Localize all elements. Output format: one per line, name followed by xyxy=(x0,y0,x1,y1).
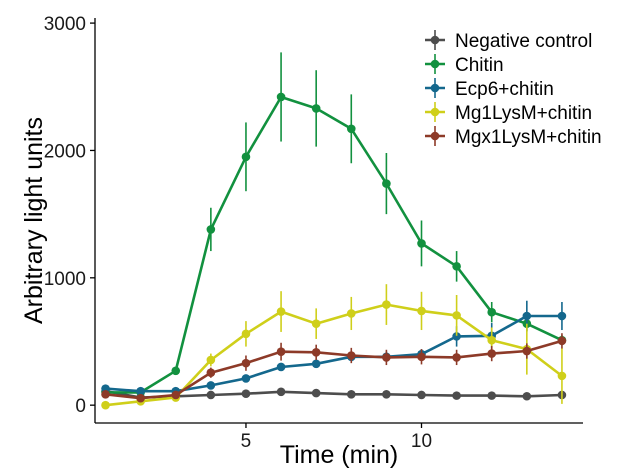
data-point xyxy=(276,307,286,316)
data-point xyxy=(311,104,321,113)
y-tick-label: 1000 xyxy=(44,269,86,290)
data-point xyxy=(382,300,391,309)
data-point xyxy=(557,311,567,321)
data-point xyxy=(452,353,461,362)
data-point xyxy=(346,124,356,134)
data-point xyxy=(382,390,391,399)
data-point xyxy=(206,355,216,365)
data-point xyxy=(276,387,286,397)
data-point xyxy=(101,390,110,399)
legend-marker xyxy=(430,107,440,117)
data-point xyxy=(206,390,216,400)
legend-marker xyxy=(430,59,440,69)
y-tick-label: 2000 xyxy=(44,141,86,162)
legend-marker xyxy=(430,35,440,45)
data-point xyxy=(522,346,532,356)
data-point xyxy=(311,359,321,369)
legend-label: Chitin xyxy=(455,55,504,76)
data-point xyxy=(241,389,251,399)
data-point xyxy=(382,353,391,362)
data-point xyxy=(206,368,216,377)
data-point xyxy=(311,348,321,357)
data-point xyxy=(487,349,497,358)
legend: Negative control Chitin Ecp6+chitin Mg1LysM… xyxy=(425,30,602,148)
legend-item-ecp6-chitin: Ecp6+chitin xyxy=(425,78,554,100)
series-line xyxy=(105,389,562,399)
data-point xyxy=(487,307,497,317)
data-point xyxy=(452,391,461,400)
legend-item-negative-control: Negative control xyxy=(425,30,592,52)
data-point xyxy=(417,306,426,316)
data-point xyxy=(311,319,321,328)
data-point xyxy=(346,351,356,360)
plot-area xyxy=(101,52,567,410)
data-point xyxy=(171,390,181,400)
data-point xyxy=(171,366,181,376)
data-point xyxy=(206,381,216,390)
data-point xyxy=(417,390,426,400)
data-point xyxy=(276,347,286,356)
series-line xyxy=(105,95,563,394)
x-tick-label: 10 xyxy=(411,431,432,452)
legend-label: Ecp6+chitin xyxy=(455,79,554,100)
data-point xyxy=(452,332,461,341)
data-point xyxy=(241,329,251,339)
legend-label: Mg1LysM+chitin xyxy=(455,103,592,124)
y-tick-label: 3000 xyxy=(44,14,86,35)
legend-marker xyxy=(430,83,440,93)
legend-marker xyxy=(430,131,440,141)
data-point xyxy=(241,358,251,368)
data-point xyxy=(522,311,532,321)
legend-item-mgx1lysm-chitin: Mgx1LysM+chitin xyxy=(425,126,602,148)
data-point xyxy=(417,239,426,248)
data-point xyxy=(241,152,251,162)
legend-item-mg1lysm-chitin: Mg1LysM+chitin xyxy=(425,102,592,124)
data-point xyxy=(136,393,145,403)
data-point xyxy=(557,336,567,346)
data-point xyxy=(417,352,426,362)
series-mgx1lysm-chitin xyxy=(101,333,567,403)
data-point xyxy=(206,225,216,234)
data-point xyxy=(452,311,461,320)
data-point xyxy=(382,179,391,188)
data-point xyxy=(276,92,286,102)
data-point xyxy=(487,335,497,345)
data-point xyxy=(276,362,286,372)
x-tick-label: 5 xyxy=(241,431,252,452)
data-point xyxy=(346,390,356,399)
series-line xyxy=(105,339,563,400)
data-point xyxy=(557,371,567,381)
data-point xyxy=(452,262,461,271)
data-point xyxy=(346,309,356,318)
legend-label: Negative control xyxy=(455,31,592,52)
data-point xyxy=(522,391,532,401)
legend-item-chitin: Chitin xyxy=(425,54,504,76)
data-point xyxy=(136,386,145,396)
y-tick-label: 0 xyxy=(75,396,86,417)
data-point xyxy=(241,374,251,383)
data-point xyxy=(487,391,497,400)
data-point xyxy=(101,400,110,410)
y-axis-title: Arbitrary light units xyxy=(20,117,48,324)
x-axis-title: Time (min) xyxy=(280,441,399,469)
x-axis: 5 10 xyxy=(95,422,583,452)
legend-label: Mgx1LysM+chitin xyxy=(455,127,602,148)
data-point xyxy=(311,388,321,398)
y-axis: 0 1000 2000 3000 xyxy=(44,14,96,423)
